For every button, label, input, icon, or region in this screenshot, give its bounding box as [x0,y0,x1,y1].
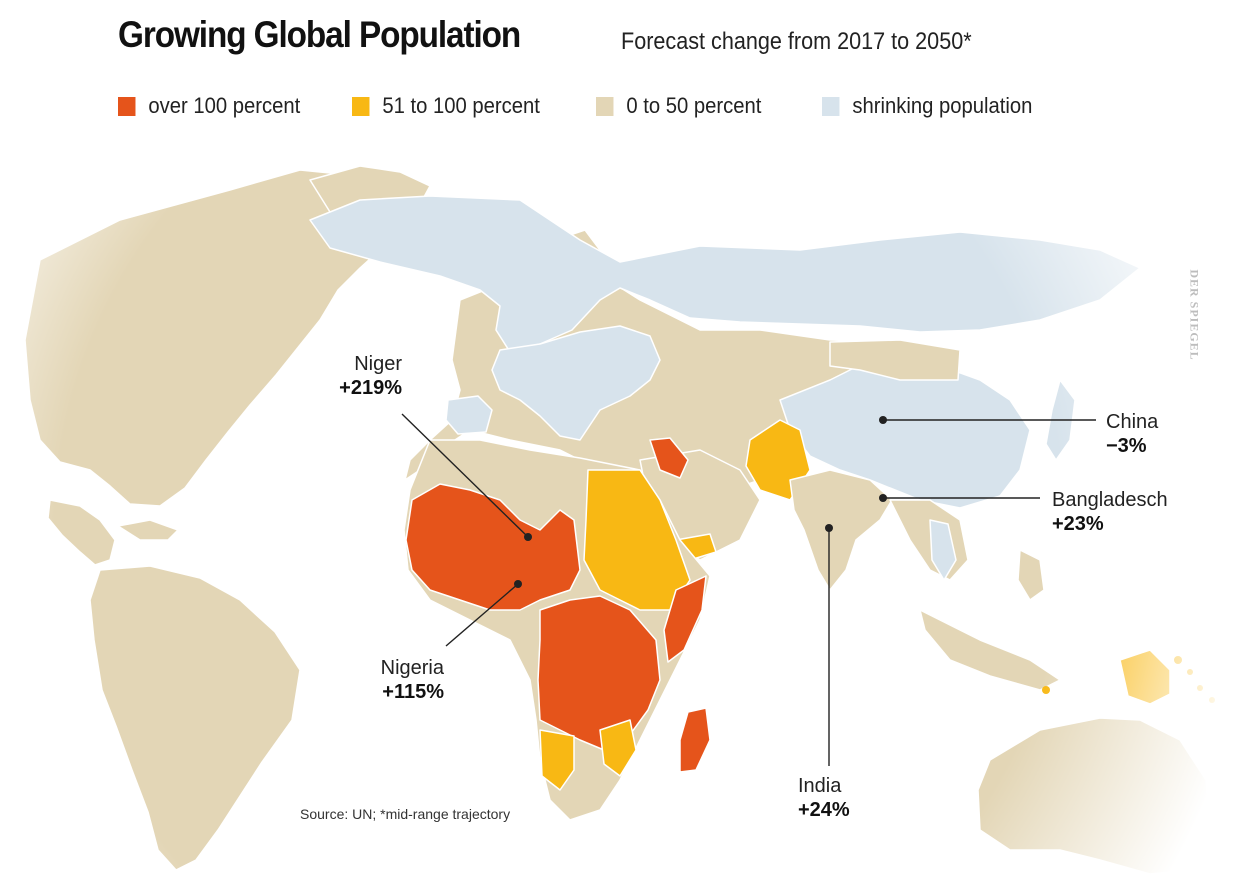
niger-callout: Niger +219% [306,352,402,400]
niger-value: +219% [339,377,402,399]
bangladesch-callout: Bangladesch +23% [1052,488,1168,536]
india-value: +24% [798,799,850,821]
bangladesch-marker [879,494,887,502]
china-name: China [1106,411,1159,433]
map-subtitle: Forecast change from 2017 to 2050* [621,28,972,55]
map-title: Growing Global Population [118,14,521,55]
legend-label-over-100: over 100 percent [148,93,301,118]
source-note: Source: UN; *mid-range trajectory [300,806,511,822]
nigeria-value: +115% [382,681,444,703]
publisher-credit: DER SPIEGEL [1187,269,1201,360]
world-map [0,140,1239,874]
india-callout: India +24% [798,774,850,822]
publisher-credit-text: DER SPIEGEL [1187,269,1201,360]
china-marker [879,416,887,424]
china-value: −3% [1106,435,1147,457]
legend-swatch-over-100 [118,96,136,116]
legend-item-0-to-50: 0 to 50 percent [596,93,761,119]
legend-label-51-to-100: 51 to 100 percent [382,93,540,118]
bangladesch-name: Bangladesch [1052,489,1168,511]
nigeria-callout: Nigeria +115% [350,656,444,704]
niger-leader-line [401,413,529,538]
legend-item-shrinking: shrinking population [822,93,1032,119]
legend-label-shrinking: shrinking population [852,93,1033,118]
legend-item-51-to-100: 51 to 100 percent [352,93,540,119]
india-name: India [798,775,842,797]
india-marker [825,524,833,532]
nigeria-leader-line [445,583,519,647]
legend: over 100 percent 51 to 100 percent 0 to … [118,93,1118,119]
legend-swatch-0-to-50 [596,96,614,116]
niger-name: Niger [354,353,402,375]
legend-label-0-to-50: 0 to 50 percent [626,93,762,118]
bangladesch-value: +23% [1052,513,1104,535]
nigeria-name: Nigeria [380,657,444,679]
map-edge-fade [0,140,1239,874]
legend-swatch-shrinking [822,96,840,116]
nigeria-marker [514,580,522,588]
legend-item-over-100: over 100 percent [118,93,300,119]
legend-swatch-51-to-100 [352,96,370,116]
niger-marker [524,533,532,541]
china-callout: China −3% [1106,410,1158,458]
